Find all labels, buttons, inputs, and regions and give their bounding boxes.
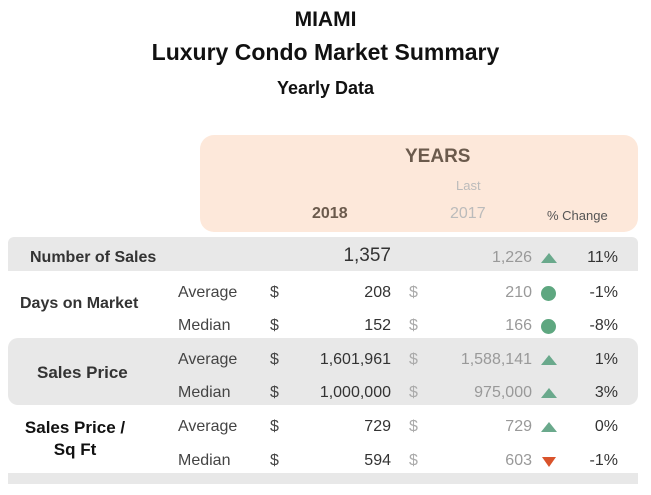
value-2018: 208 (364, 284, 391, 301)
up-triangle-icon (541, 250, 557, 266)
col-change: % Change (547, 208, 608, 223)
currency: $ (409, 384, 418, 401)
last-label: Last (456, 178, 481, 193)
value-2017: 1,588,141 (460, 351, 532, 368)
up-triangle-icon (541, 352, 557, 368)
days-on-market-label: Days on Market (20, 295, 139, 312)
value-2017: 603 (505, 452, 532, 469)
down-triangle-icon (542, 454, 558, 470)
bottom-band (8, 473, 638, 484)
city-title: MIAMI (294, 8, 357, 31)
change: 1% (594, 351, 618, 368)
number-of-sales-label: Number of Sales (30, 249, 157, 266)
change: -8% (589, 317, 618, 334)
value-2017: 975,000 (474, 384, 532, 401)
value-2018: 1,000,000 (319, 384, 391, 401)
currency: $ (409, 284, 418, 301)
currency: $ (270, 317, 279, 334)
value-2018: 1,601,961 (319, 351, 391, 368)
years-label: YEARS (405, 146, 471, 167)
value-2018: 594 (364, 452, 391, 469)
col-2017: 2017 (450, 205, 486, 222)
col-2018: 2018 (312, 205, 348, 222)
currency: $ (409, 452, 418, 469)
row-label: Median (178, 452, 231, 469)
up-triangle-icon (541, 419, 557, 435)
value-2017: 166 (505, 317, 532, 334)
row-label: Average (178, 284, 238, 301)
sales-band (8, 237, 638, 271)
value-2017: 729 (505, 418, 532, 435)
currency: $ (409, 418, 418, 435)
row-label: Average (178, 418, 238, 435)
price-band (8, 338, 638, 405)
sqft-label-line1: Sales Price / (24, 418, 126, 437)
page-subtitle: Yearly Data (276, 78, 375, 98)
change: -1% (589, 452, 618, 469)
sales-2017: 1,226 (491, 249, 532, 266)
value-2018: 152 (364, 317, 391, 334)
sales-2018: 1,357 (343, 245, 391, 266)
currency: $ (409, 317, 418, 334)
row-label: Median (178, 384, 231, 401)
sales-change: 11% (587, 249, 618, 266)
page-title: Luxury Condo Market Summary (151, 39, 500, 65)
row-label: Median (178, 317, 231, 334)
currency: $ (270, 384, 279, 401)
value-2018: 729 (364, 418, 391, 435)
currency: $ (270, 418, 279, 435)
circle-icon (541, 319, 557, 335)
currency: $ (270, 284, 279, 301)
currency: $ (270, 351, 279, 368)
change: 3% (594, 384, 618, 401)
change: -1% (589, 284, 618, 301)
currency: $ (270, 452, 279, 469)
value-2017: 210 (505, 284, 532, 301)
currency: $ (409, 351, 418, 368)
circle-icon (541, 286, 557, 302)
sales-price-label: Sales Price (37, 363, 128, 382)
change: 0% (594, 418, 618, 435)
sqft-label-line2: Sq Ft (53, 440, 97, 459)
years-header (200, 135, 638, 232)
row-label: Average (178, 351, 238, 368)
up-triangle-icon (541, 385, 557, 401)
